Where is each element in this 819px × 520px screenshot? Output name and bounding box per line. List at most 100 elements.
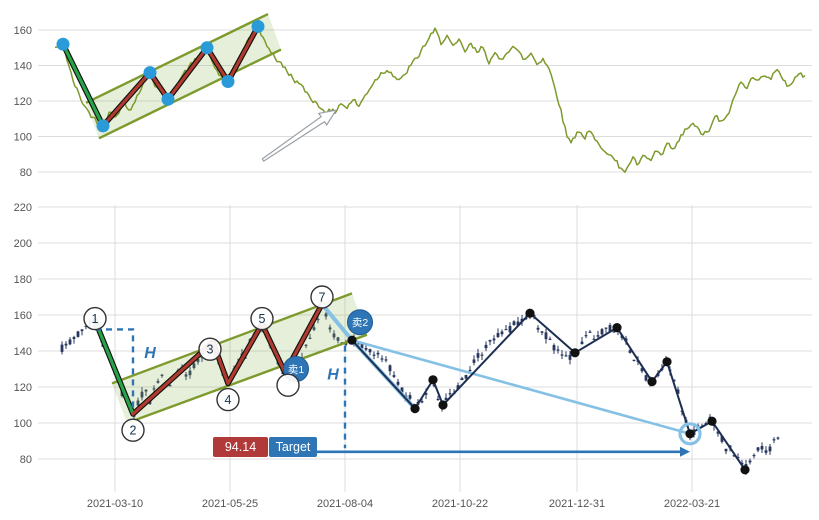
- swing-dot: [438, 400, 448, 410]
- pivot-dot: [161, 92, 175, 106]
- sell-marker-label: 卖1: [288, 364, 304, 376]
- target-price-value: 94.14: [225, 440, 256, 454]
- pivot-dot: [221, 74, 235, 88]
- top-zigzag-flag: [101, 24, 260, 128]
- candle-body: [536, 327, 540, 330]
- pivot-number-text: 2: [130, 424, 137, 438]
- y-tick-label: 120: [14, 382, 32, 394]
- candle-body: [484, 344, 488, 349]
- swing-dot: [347, 335, 357, 345]
- candle-body: [736, 457, 740, 459]
- bottom-channel-lower-line: [126, 333, 368, 425]
- sell-marker-label: 卖2: [352, 317, 368, 329]
- pivot-number-circles: 1 2 3 4 5 7: [83, 285, 334, 442]
- swing-dot: [707, 416, 717, 426]
- y-tick-label: 120: [14, 96, 32, 108]
- candle-body: [196, 358, 200, 363]
- y-tick-label: 220: [14, 202, 32, 214]
- candle-body: [732, 455, 736, 457]
- candle-body: [496, 333, 500, 338]
- candle-body: [592, 338, 596, 341]
- candle-body: [556, 349, 560, 351]
- candle-body: [312, 327, 316, 330]
- flagpole-height-label: H: [327, 366, 339, 383]
- pivot-dot: [200, 41, 214, 55]
- candle-body: [480, 354, 484, 356]
- candle-body: [144, 389, 148, 392]
- candle-body: [520, 318, 524, 322]
- swing-dot: [647, 377, 657, 387]
- candle-body: [160, 374, 164, 376]
- candle-body: [432, 384, 436, 386]
- candle-body: [540, 331, 544, 333]
- candle-body: [332, 333, 336, 338]
- swing-dot: [428, 375, 438, 385]
- measured-move-diagonal: [351, 338, 691, 436]
- candle-body: [568, 354, 572, 360]
- target-hit-ring: [678, 422, 702, 446]
- bottom-zigzag-pole: [93, 318, 135, 416]
- candle-body: [508, 326, 512, 333]
- candle-body: [380, 358, 384, 360]
- candle-body: [464, 375, 468, 379]
- x-tick-label: 2021-12-31: [549, 498, 605, 510]
- candle-body: [80, 329, 84, 332]
- candle-body: [384, 359, 388, 361]
- candle-body: [640, 368, 644, 372]
- pivot-number-circle: [198, 337, 222, 361]
- candle-body: [408, 395, 412, 399]
- candle-body: [436, 398, 440, 401]
- target-price-box: [213, 437, 268, 457]
- candle-body: [72, 337, 76, 339]
- swing-dot: [685, 429, 695, 439]
- y-tick-label: 160: [14, 25, 32, 37]
- candle-body: [400, 387, 404, 393]
- candle-body: [188, 370, 192, 376]
- candle-body: [76, 331, 80, 337]
- top-chart: 80 100 120 140 160: [14, 12, 812, 179]
- candle-body: [324, 313, 328, 317]
- candle-body: [316, 318, 320, 321]
- target-arrow-head: [680, 446, 690, 457]
- candle-body: [596, 335, 600, 337]
- x-tick-label: 2021-08-04: [317, 498, 373, 510]
- x-tick-label: 2022-03-21: [664, 498, 720, 510]
- candle-body: [64, 343, 68, 346]
- candle-body: [364, 347, 368, 350]
- candle-body: [644, 375, 648, 381]
- breakdown-arrow: [261, 109, 338, 162]
- candle-body: [448, 393, 452, 395]
- candle-body: [396, 381, 400, 385]
- swing-dot: [662, 357, 672, 367]
- swing-dot: [570, 348, 580, 358]
- candle-body: [84, 325, 88, 328]
- candle-body: [392, 375, 396, 377]
- dashed-measure-line: [95, 328, 135, 411]
- candle-body: [388, 365, 392, 372]
- candle-body: [580, 341, 584, 345]
- pivot-number-circle: [250, 306, 274, 331]
- candle-body: [632, 359, 636, 361]
- candle-body: [756, 447, 760, 451]
- candle-body: [468, 369, 472, 372]
- pivot-dot: [56, 37, 70, 51]
- swing-dot: [612, 323, 622, 333]
- bottom-chart: 80 100 120 140 160 180 200 220 2021-03-10 2021-05…: [14, 202, 812, 510]
- candle-body: [156, 380, 160, 383]
- candle-body: [356, 342, 360, 345]
- candle-body: [504, 328, 508, 331]
- candle-body: [136, 400, 140, 406]
- candle-body: [720, 435, 724, 442]
- swing-dot: [410, 404, 420, 414]
- candle-body: [564, 355, 568, 357]
- candle-body: [420, 401, 424, 403]
- candle-body: [512, 321, 516, 326]
- candle-body: [336, 337, 340, 341]
- pivot-dot: [143, 66, 157, 80]
- measurement-lines: HH: [95, 328, 347, 449]
- candle-body: [168, 384, 172, 387]
- candle-body: [604, 327, 608, 329]
- decline-structure: [320, 302, 750, 475]
